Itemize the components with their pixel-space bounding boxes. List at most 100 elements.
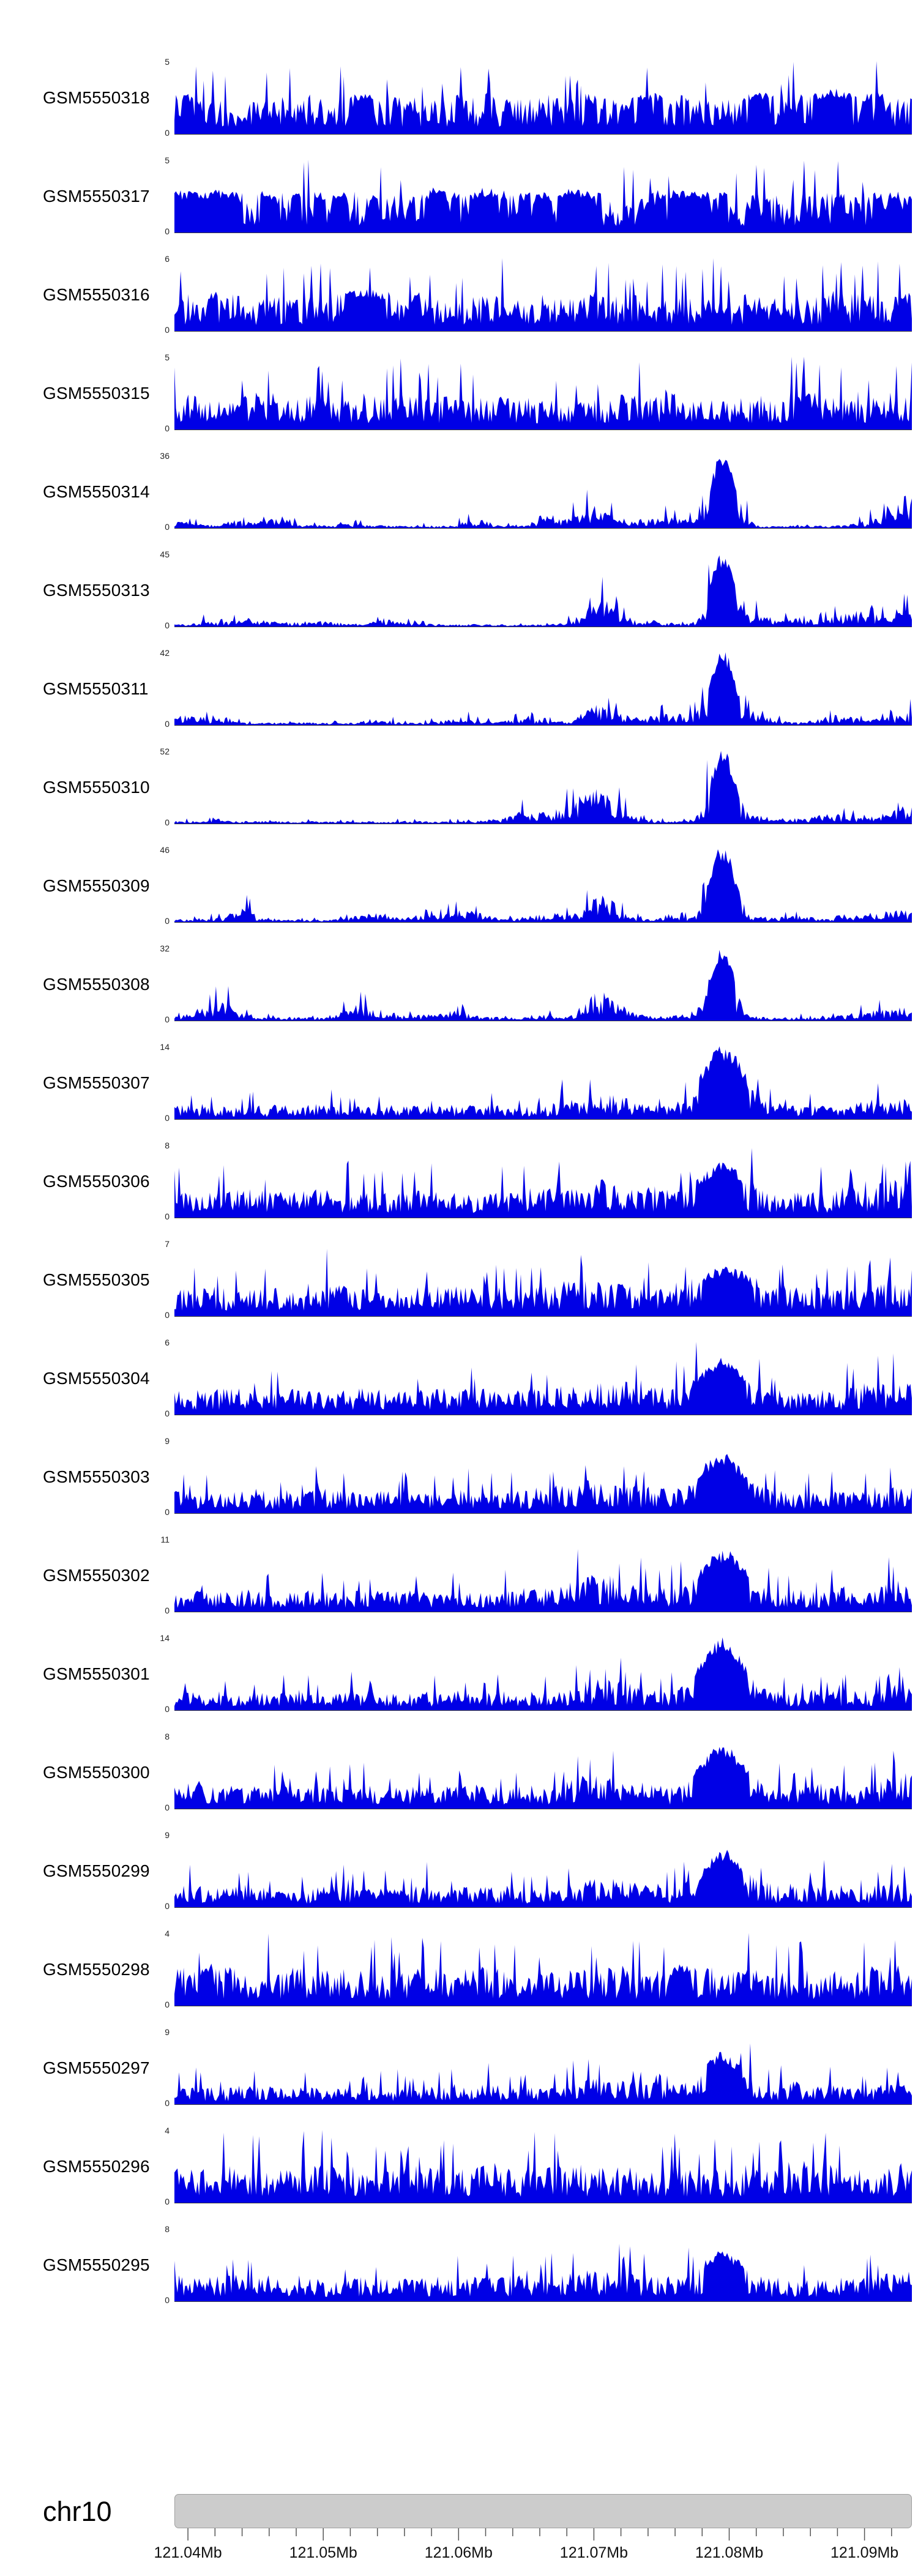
coverage-signal-area (174, 1454, 912, 1513)
y-axis-max-label: 52 (160, 746, 170, 756)
coverage-signal-area (174, 1850, 912, 1907)
track-plot: 8 0 (165, 1141, 912, 1221)
track-label: GSM5550315 (43, 384, 150, 403)
y-axis-zero-label: 0 (165, 719, 170, 729)
y-axis-zero-label: 0 (165, 2098, 170, 2108)
track-row: GSM5550301 14 0 (43, 1634, 912, 1713)
y-axis-max-label: 32 (160, 944, 170, 953)
track-label: GSM5550303 (43, 1467, 150, 1486)
y-axis-zero-label: 0 (165, 128, 170, 138)
y-axis-max-label: 9 (165, 2027, 170, 2037)
y-axis-zero-label: 0 (165, 325, 170, 335)
track-row: GSM5550300 8 0 (43, 1732, 912, 1812)
y-axis-max-label: 8 (165, 1732, 170, 1741)
track-plot: 52 0 (160, 747, 912, 827)
track-label: GSM5550308 (43, 975, 150, 994)
track-label: GSM5550300 (43, 1763, 150, 1782)
track-label: GSM5550316 (43, 285, 150, 304)
track-row: GSM5550298 4 0 (43, 1929, 912, 2009)
coverage-signal-area (174, 1046, 912, 1119)
track-row: GSM5550305 7 0 (43, 1240, 912, 1319)
y-axis-max-label: 11 (160, 1535, 170, 1544)
track-label: GSM5550307 (43, 1073, 150, 1092)
coverage-signal-area (174, 258, 912, 331)
y-axis-max-label: 4 (165, 1929, 170, 1938)
y-axis-max-label: 5 (165, 352, 170, 362)
y-axis-zero-label: 0 (165, 620, 170, 630)
y-axis-max-label: 42 (160, 648, 170, 658)
y-axis-zero-label: 0 (165, 423, 170, 433)
coverage-signal-area (174, 555, 912, 627)
y-axis-zero-label: 0 (165, 1409, 170, 1418)
track-plot: 36 0 (160, 452, 912, 531)
track-label: GSM5550305 (43, 1270, 150, 1289)
y-axis-max-label: 36 (160, 451, 170, 461)
track-row: GSM5550295 8 0 (43, 2224, 912, 2304)
track-plot: 4 0 (165, 2126, 912, 2206)
coverage-signal-area (174, 652, 912, 725)
y-axis-zero-label: 0 (165, 1803, 170, 1812)
y-axis-zero-label: 0 (165, 817, 170, 827)
ruler-ticks (187, 2528, 892, 2541)
track-plot: 9 0 (165, 1831, 912, 1910)
genomic-position-label: 121.09Mb (830, 2544, 899, 2561)
track-plot: 11 0 (160, 1535, 912, 1615)
track-plot: 32 0 (160, 944, 912, 1024)
genomic-position-label: 121.04Mb (154, 2544, 222, 2561)
track-plot: 42 0 (160, 649, 912, 728)
coverage-signal-area (174, 1637, 912, 1710)
track-row: GSM5550315 5 0 (43, 353, 912, 433)
y-axis-zero-label: 0 (165, 1014, 170, 1024)
y-axis-max-label: 8 (165, 1141, 170, 1150)
coverage-signal-area (174, 2130, 912, 2203)
track-row: GSM5550308 32 0 (43, 944, 912, 1024)
track-row: GSM5550296 4 0 (43, 2126, 912, 2206)
y-axis-zero-label: 0 (165, 1113, 170, 1123)
coverage-signal-area (174, 459, 912, 528)
y-axis-zero-label: 0 (165, 2197, 170, 2206)
chromosome-ruler: chr10 121.04Mb 121.05Mb 121.06Mb 121.07Mb 12… (43, 2494, 912, 2564)
track-plot: 5 0 (165, 58, 912, 137)
track-row: GSM5550318 5 0 (43, 58, 912, 137)
track-row: GSM5550307 14 0 (43, 1042, 912, 1123)
coverage-signal-area (174, 1747, 912, 1809)
track-label: GSM5550306 (43, 1172, 150, 1191)
track-row: GSM5550303 9 0 (43, 1436, 912, 1516)
track-row: GSM5550306 8 0 (43, 1141, 912, 1221)
y-axis-max-label: 14 (160, 1042, 170, 1052)
track-label: GSM5550295 (43, 2255, 150, 2274)
y-axis-max-label: 14 (160, 1633, 170, 1643)
coverage-signal-area (174, 1549, 912, 1612)
y-axis-zero-label: 0 (165, 916, 170, 926)
y-axis-max-label: 9 (165, 1436, 170, 1446)
track-label: GSM5550311 (43, 679, 149, 698)
track-plot: 6 0 (165, 1338, 912, 1418)
track-label: GSM5550310 (43, 778, 150, 797)
y-axis-max-label: 6 (165, 1338, 170, 1347)
track-label: GSM5550317 (43, 187, 150, 206)
track-label: GSM5550299 (43, 1861, 150, 1880)
track-label: GSM5550298 (43, 1960, 150, 1979)
y-axis-zero-label: 0 (165, 1704, 170, 1714)
track-label: GSM5550301 (43, 1664, 150, 1683)
y-axis-max-label: 8 (165, 2224, 170, 2234)
coverage-signal-area (174, 751, 912, 824)
ruler-tick-labels: 121.04Mb 121.05Mb 121.06Mb 121.07Mb 121.08Mb… (154, 2544, 912, 2564)
track-row: GSM5550297 9 0 (43, 2027, 912, 2108)
y-axis-max-label: 6 (165, 254, 170, 264)
y-axis-max-label: 4 (165, 2126, 170, 2135)
chromosome-bar (174, 2494, 912, 2528)
coverage-signal-area (174, 1933, 912, 2006)
tracks-container: GSM5550318 5 0 GSM5550317 5 0 GSM5550316… (43, 58, 912, 2327)
y-axis-zero-label: 0 (165, 1212, 170, 1221)
track-row: GSM5550299 9 0 (43, 1831, 912, 1910)
track-plot: 7 0 (165, 1240, 912, 1319)
track-plot: 14 0 (160, 1634, 912, 1713)
coverage-signal-area (174, 357, 912, 430)
track-label: GSM5550304 (43, 1369, 150, 1388)
coverage-signal-area (174, 1249, 912, 1316)
y-axis-max-label: 7 (165, 1239, 170, 1249)
track-plot: 45 0 (160, 550, 912, 630)
y-axis-max-label: 46 (160, 845, 170, 855)
track-plot: 4 0 (165, 1929, 912, 2009)
